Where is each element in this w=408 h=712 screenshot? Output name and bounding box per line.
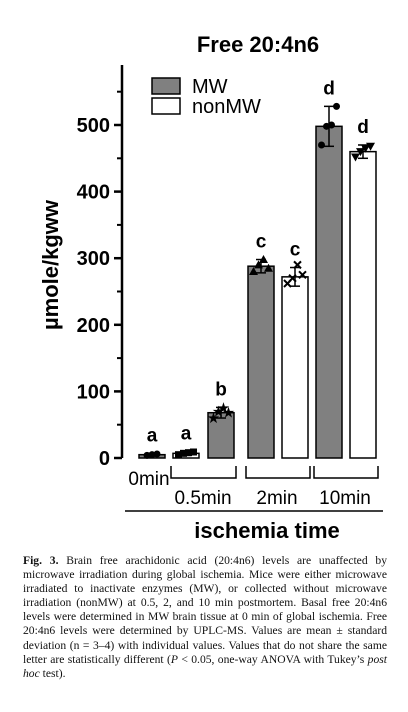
caption-posthoc: post hoc (23, 652, 387, 680)
y-axis-label: µmole/kgww (38, 199, 63, 330)
significance-letter: c (256, 232, 267, 253)
data-point (351, 153, 360, 162)
group-label-0.5min: 0.5min (174, 488, 231, 509)
group-label-2min: 2min (256, 488, 297, 509)
data-point (175, 451, 182, 459)
y-tick-label: 400 (77, 182, 110, 204)
data-point (298, 270, 307, 280)
legend-swatch-mw (151, 77, 181, 95)
group-label-10min: 10min (319, 488, 371, 509)
y-tick-label: 0 (99, 448, 110, 470)
x-axis-label: ischemia time (194, 518, 340, 543)
significance-letter: c (290, 240, 301, 261)
axes: 0 100 200 300 400 500 (77, 65, 124, 470)
y-tick-label: 500 (77, 115, 110, 137)
bar-nonmw-2min (281, 276, 309, 459)
group-bracket (245, 466, 311, 479)
data-point (288, 273, 297, 283)
data-point (361, 144, 370, 153)
chart-title: Free 20:4n6 (197, 32, 319, 57)
data-point: ★ (207, 410, 220, 427)
legend-swatch-nonmw (151, 97, 181, 115)
data-point (254, 260, 263, 269)
y-tick-label: 100 (77, 381, 110, 403)
data-point (264, 263, 273, 272)
data-point: ★ (217, 400, 230, 417)
y-tick-label: 200 (77, 315, 110, 337)
caption-text-2: < 0.05, one-way ANOVA with Tukey’s (177, 652, 368, 666)
caption-p-symbol: P (170, 652, 178, 666)
data-point (190, 448, 197, 456)
bar-mw-2min (247, 265, 275, 459)
caption-text-3: test). (39, 666, 66, 680)
data-point: ★ (222, 405, 235, 422)
bar-mw-10min (315, 125, 343, 459)
data-point (356, 148, 365, 157)
significance-letter: b (215, 379, 227, 400)
group-bracket (170, 466, 237, 479)
significance-letter: a (147, 425, 158, 446)
caption-text-1: Brain free arachidonic acid (20:4n6) lev… (23, 554, 387, 666)
data-point (180, 449, 187, 457)
data-point (249, 267, 258, 276)
figure-caption: Fig. 3. Brain free arachidonic acid (20:… (23, 554, 387, 681)
bars-layer: a a★★★★bc cdd (138, 78, 377, 459)
significance-letter: a (181, 423, 192, 444)
data-point (366, 142, 375, 151)
significance-letter: d (357, 117, 369, 138)
data-point (259, 255, 268, 264)
data-point: ★ (212, 403, 225, 420)
caption-lead: Fig. 3. (23, 554, 59, 567)
legend-label-nonmw: nonMW (192, 96, 261, 118)
significance-letter: d (323, 78, 335, 99)
data-point (153, 450, 161, 458)
legend-label-mw: MW (192, 76, 228, 98)
data-point (318, 141, 325, 149)
bar-nonmw-10min (349, 150, 377, 459)
data-point (293, 260, 302, 270)
y-tick-label: 300 (77, 248, 110, 270)
group-label-0min: 0min (128, 469, 169, 490)
data-point (328, 121, 335, 129)
group-bracket (313, 466, 379, 479)
data-point (333, 102, 340, 110)
data-point (185, 449, 192, 457)
